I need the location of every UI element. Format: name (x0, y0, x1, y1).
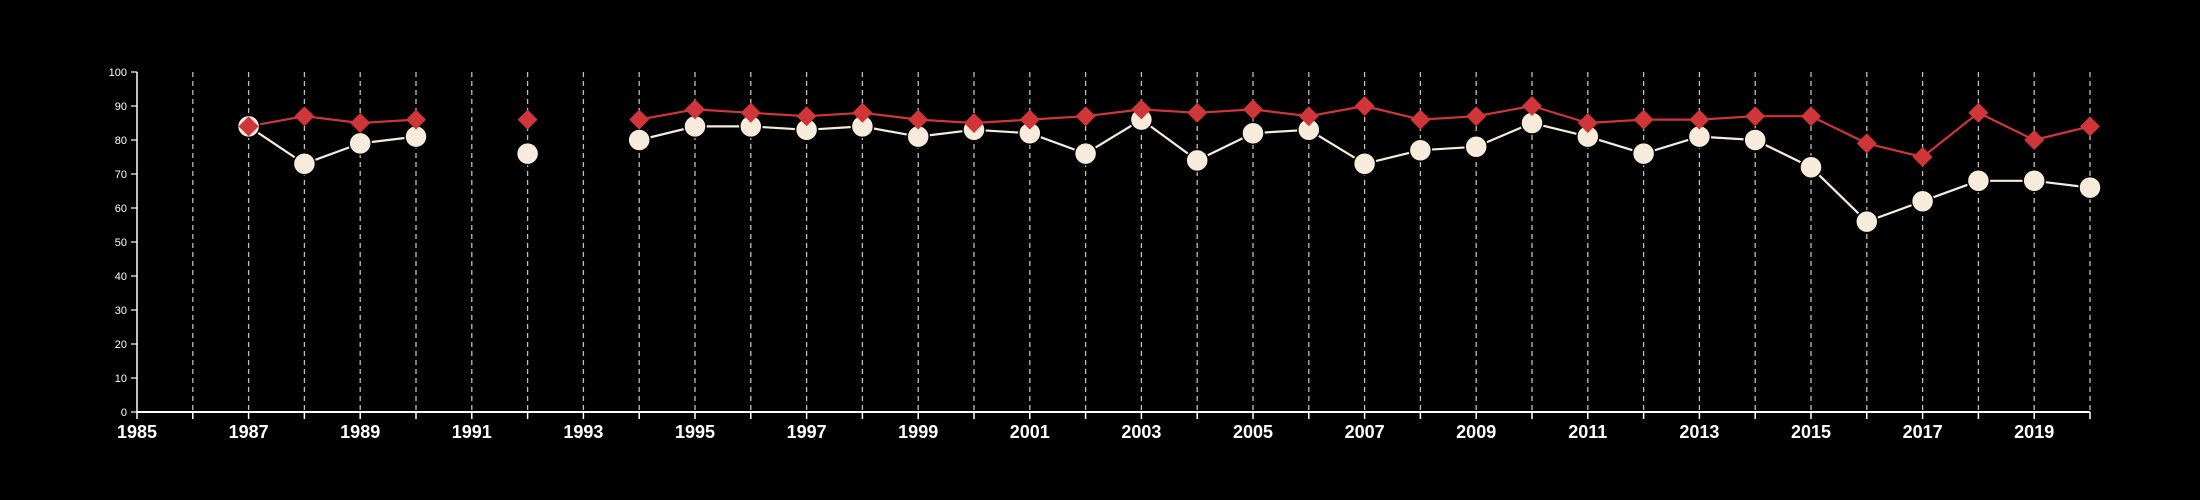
series-0-segment-2020 (2033, 125, 2091, 142)
x-tick-label-2019: 2019 (2014, 422, 2054, 442)
x-tick-label-1993: 1993 (563, 422, 603, 442)
series-0-point-1997 (796, 106, 817, 127)
x-tick-label-1997: 1997 (787, 422, 827, 442)
series-0-segment-2006 (1252, 108, 1309, 118)
series-0-point-2019 (2024, 130, 2045, 150)
y-tick-label-70: 70 (115, 169, 127, 181)
series-0-segment-1999 (862, 111, 919, 121)
series-1-point-1988 (292, 152, 317, 176)
x-tick-label-2005: 2005 (1233, 422, 1273, 442)
y-tick-label-60: 60 (115, 203, 127, 215)
series-markers (236, 96, 2102, 234)
series-0-point-1995 (685, 99, 705, 120)
series-0-segment-2008 (1364, 104, 1421, 121)
series-0-segment-2018 (1921, 111, 1980, 158)
series-0-point-1994 (629, 109, 650, 130)
axes: 0 10 20 30 40 50 60 70 80 90 100 1985 1987 1989 1991 19… (109, 67, 2091, 442)
x-tick-label-2003: 2003 (1121, 422, 1161, 442)
x-tick-label-2007: 2007 (1345, 422, 1385, 442)
y-tick-label-40: 40 (115, 271, 127, 283)
series-1-point-2009 (1464, 135, 1488, 159)
y-tick-label-50: 50 (115, 237, 127, 249)
series-0-point-2005 (1243, 99, 1263, 120)
y-tick-label-0: 0 (121, 407, 127, 419)
series-0-point-1987 (238, 116, 259, 137)
series-0-segment-2017 (1866, 142, 1923, 159)
series-0-point-2001 (1019, 109, 1040, 130)
series-0-point-2015 (1801, 106, 1821, 127)
x-tick-label-1999: 1999 (898, 422, 938, 442)
x-tick-label-1991: 1991 (452, 422, 492, 442)
series-1-point-2016 (1855, 209, 1879, 234)
series-0-point-2002 (1075, 106, 1096, 127)
x-tick-label-2017: 2017 (1903, 422, 1943, 442)
x-tick-label-2011: 2011 (1568, 422, 1607, 442)
series-0-point-2020 (2080, 116, 2100, 137)
series-1-point-2020 (2078, 175, 2102, 200)
series-0-point-2010 (1522, 96, 1542, 116)
series-1-point-2005 (1241, 121, 1265, 145)
series-0-point-2000 (964, 113, 984, 133)
series-1-point-2002 (1073, 141, 1098, 166)
series-0-point-1996 (740, 102, 761, 123)
x-tick-label-1995: 1995 (675, 422, 715, 442)
series-1-point-1992 (515, 141, 540, 166)
series-1-point-2007 (1352, 152, 1377, 176)
series-0-point-1992 (517, 109, 538, 130)
x-tick-label-1987: 1987 (229, 422, 269, 442)
series-1-point-2008 (1408, 138, 1433, 162)
y-tick-label-90: 90 (115, 101, 127, 113)
series-0-segment-1989 (304, 115, 361, 125)
series-0-point-2016 (1856, 133, 1877, 154)
series-0-point-1988 (294, 106, 315, 127)
series-0-point-2008 (1410, 109, 1431, 130)
series-1-point-2019 (2022, 169, 2046, 193)
series-0-point-2004 (1187, 102, 1208, 123)
x-tick-label-1985: 1985 (117, 422, 157, 442)
series-0-point-2009 (1466, 106, 1487, 127)
series-0-point-2013 (1689, 109, 1710, 130)
series-0-point-2003 (1131, 99, 1152, 120)
y-tick-label-30: 30 (115, 305, 127, 317)
series-1-point-2015 (1799, 155, 1823, 179)
y-tick-label-10: 10 (115, 373, 127, 385)
series-0-point-1999 (908, 109, 929, 130)
series-0-segment-2003 (1085, 108, 1142, 118)
series-0-point-2011 (1577, 113, 1598, 133)
x-tick-label-2015: 2015 (1791, 422, 1831, 442)
series-0-point-1998 (852, 102, 873, 123)
y-tick-label-80: 80 (115, 135, 127, 147)
series-0-segment-2016 (1810, 115, 1868, 145)
series-1-point-1994 (627, 128, 651, 152)
x-tick-label-1989: 1989 (340, 422, 380, 442)
series-0-point-1989 (350, 113, 371, 133)
series-0-point-2006 (1298, 106, 1319, 127)
x-tick-label-2013: 2013 (1679, 422, 1719, 442)
x-tick-label-2001: 2001 (1010, 422, 1050, 442)
series-1-point-1989 (348, 131, 372, 156)
series-0-point-2012 (1633, 109, 1654, 130)
series-0-point-2014 (1745, 106, 1766, 127)
series-1-point-2017 (1910, 189, 1935, 213)
series-0-segment-2011 (1531, 104, 1589, 125)
series-0-segment-2007 (1308, 104, 1365, 118)
series-0-segment-2010 (1476, 104, 1533, 118)
series-0-point-2017 (1912, 147, 1933, 167)
series-0-point-2018 (1968, 102, 1989, 123)
series-1-point-2004 (1185, 148, 1209, 173)
y-tick-label-20: 20 (115, 339, 127, 351)
series-1-point-2012 (1631, 141, 1656, 166)
series-0-segment-1995 (639, 108, 696, 121)
series-1-point-2014 (1743, 128, 1767, 152)
series-1-point-2018 (1966, 169, 1991, 193)
series-0-point-2007 (1354, 96, 1375, 116)
y-tick-label-100: 100 (109, 67, 127, 79)
x-tick-label-2009: 2009 (1456, 422, 1496, 442)
series-0-point-1990 (406, 109, 426, 130)
series-0-segment-2019 (1977, 111, 2035, 141)
series-1-segment-2016 (1810, 166, 1868, 223)
